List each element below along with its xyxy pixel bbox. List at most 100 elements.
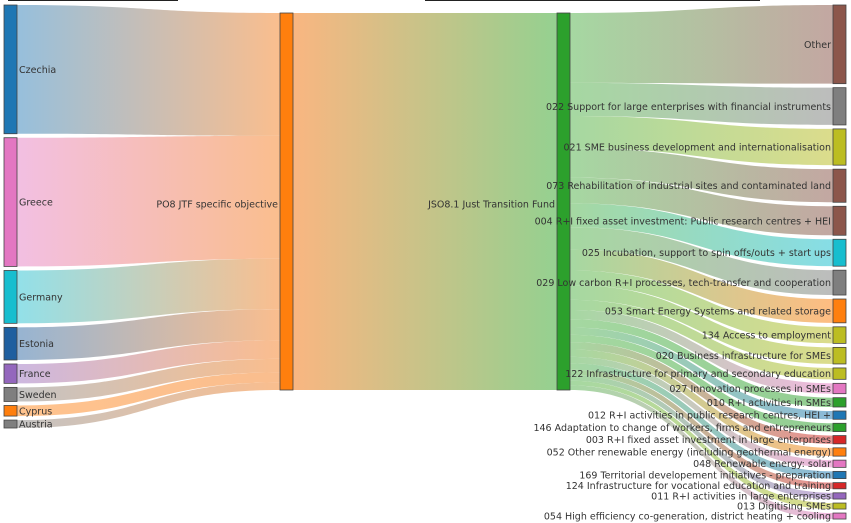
node-012-r-i-activities-in-public-research-centres-hei[interactable] [832,410,847,420]
link-cyprus [17,372,280,417]
country-links [17,5,280,428]
link-053-smart-energy-systems-and-related-storage [570,249,833,323]
node-czechia[interactable] [3,4,18,135]
node-025-incubation-support-to-spin-offs-outs-start-ups[interactable] [832,238,847,267]
link-124-infrastructure-for-vocational-education-and-training [570,369,833,489]
link-134-access-to-employment [570,270,833,344]
link-other [570,5,833,84]
link-054-high-efficiency-co-generation-district-heating-cooling [570,385,833,520]
label-cat-053-smart-energy-systems-and-related-storage: 053 Smart Energy Systems and related sto… [605,306,831,317]
node-029-low-carbon-r-i-processes-tech-transfer-and-cooperation[interactable] [832,269,847,296]
labels: Czechia Greece Germany Estonia France Sweden C… [19,40,831,523]
link-germany [17,258,280,324]
link-020-business-infrastructure-for-smes [570,285,833,364]
node-objective[interactable] [279,12,294,391]
link-004-r-i-fixed-asset-investment-public-research-centres-hei [570,177,833,236]
node-122-infrastructure-for-primary-and-secondary-education[interactable] [832,367,847,380]
node-other[interactable] [832,4,847,85]
link-003-r-i-fixed-asset-investment-in-large-enterprises [570,342,833,444]
link-027-innovation-processes-in-smes [570,310,833,394]
node-052-other-renewable-energy-including-geothermal-energy[interactable] [832,447,847,457]
label-cat-048-renewable-energy-solar: 048 Renewable energy: solar [693,459,831,470]
label-sweden: Sweden [19,390,57,401]
link-objective-fund [293,13,557,390]
node-022-support-for-large-enterprises-with-financial-instruments[interactable] [832,87,847,126]
label-cat-146-adaptation-to-change-of-workers-firms-and-entrepreneurs: 146 Adaptation to change of workers, fir… [533,423,831,434]
label-cat-025-incubation-support-to-spin-offs-outs-start-ups: 025 Incubation, support to spin offs/out… [582,248,831,259]
link-011-r-i-activities-in-large-enterprises [570,375,833,500]
link-022-support-for-large-enterprises-with-financial-instruments [570,82,833,125]
nodes [3,4,847,520]
node-fund[interactable] [556,12,571,391]
label-cat-022-support-for-large-enterprises-with-financial-instruments: 022 Support for large enterprises with f… [546,102,831,113]
node-048-renewable-energy-solar[interactable] [832,459,847,468]
link-048-renewable-energy-solar [570,356,833,468]
label-cat-073-rehabilitation-of-industrial-sites-and-contaminated-land: 073 Rehabilitation of industrial sites a… [546,181,831,192]
link-052-other-renewable-energy-including-geothermal-energy [570,349,833,457]
link-029-low-carbon-r-i-processes-tech-transfer-and-cooperation [570,227,833,296]
node-003-r-i-fixed-asset-investment-in-large-enterprises[interactable] [832,435,847,445]
label-cat-013-digitising-smes: 013 Digitising SMEs [737,502,831,513]
node-germany[interactable] [3,270,18,324]
label-objective: PO8 JTF specific objective [156,200,278,211]
label-cat-021-sme-business-development-and-internationalisation: 021 SME business development and interna… [564,143,831,154]
node-054-high-efficiency-co-generation-district-heating-cooling[interactable] [832,512,847,520]
label-cat-052-other-renewable-energy-including-geothermal-energy: 052 Other renewable energy (including ge… [547,447,831,458]
node-austria[interactable] [3,419,18,429]
link-169-territorial-developement-initiatives-preparation [570,363,833,479]
link-010-r-i-activities-in-smes [570,319,833,408]
link-france [17,340,280,384]
label-cat-029-low-carbon-r-i-processes-tech-transfer-and-cooperation: 029 Low carbon R+I processes, tech-trans… [536,278,831,289]
node-011-r-i-activities-in-large-enterprises[interactable] [832,492,847,500]
node-010-r-i-activities-in-smes[interactable] [832,397,847,408]
link-146-adaptation-to-change-of-workers-firms-and-entrepreneurs [570,334,833,432]
node-cyprus[interactable] [3,405,18,417]
link-czechia [17,5,280,136]
link-073-rehabilitation-of-industrial-sites-and-contaminated-land [570,148,833,203]
label-cat-169-territorial-developement-initiatives-preparation: 169 Territorial developement initiatives… [579,470,831,481]
link-estonia [17,309,280,360]
link-013-digitising-smes [570,380,833,510]
node-169-territorial-developement-initiatives-preparation[interactable] [832,470,847,480]
label-cat-010-r-i-activities-in-smes: 010 R+I activities in SMEs [707,398,831,409]
label-austria: Austria [19,420,53,431]
label-cat-003-r-i-fixed-asset-investment-in-large-enterprises: 003 R+I fixed asset investment in large … [586,435,831,446]
link-122-infrastructure-for-primary-and-secondary-education [570,299,833,380]
node-020-business-infrastructure-for-smes[interactable] [832,346,847,365]
label-greece: Greece [19,198,53,209]
node-053-smart-energy-systems-and-related-storage[interactable] [832,298,847,324]
label-cat-124-infrastructure-for-vocational-education-and-training: 124 Infrastructure for vocational educat… [566,481,831,492]
link-025-incubation-support-to-spin-offs-outs-start-ups [570,203,833,267]
label-cat-012-r-i-activities-in-public-research-centres-hei: 012 R+I activities in public research ce… [588,411,831,422]
node-sweden[interactable] [3,386,18,402]
label-france: France [19,369,51,380]
node-estonia[interactable] [3,326,18,361]
link-austria [17,382,280,428]
link-021-sme-business-development-and-internationalisation [570,115,833,166]
node-027-innovation-processes-in-smes[interactable] [832,382,847,395]
link-greece [17,135,280,267]
category-links [570,5,833,520]
node-greece[interactable] [3,137,18,267]
label-germany: Germany [19,292,63,303]
label-cat-011-r-i-activities-in-large-enterprises: 011 R+I activities in large enterprises [651,491,831,502]
node-124-infrastructure-for-vocational-education-and-training[interactable] [832,482,847,490]
label-cat-134-access-to-employment: 134 Access to employment [702,331,832,342]
node-021-sme-business-development-and-internationalisation[interactable] [832,128,847,166]
node-013-digitising-smes[interactable] [832,502,847,510]
node-146-adaptation-to-change-of-workers-firms-and-entrepreneurs[interactable] [832,422,847,432]
label-fund: JSO8.1 Just Transition Fund [427,200,555,211]
node-134-access-to-employment[interactable] [832,326,847,344]
label-cat-020-business-infrastructure-for-smes: 020 Business infrastructure for SMEs [656,351,831,362]
link-012-r-i-activities-in-public-research-centres-hei [570,327,833,420]
label-cat-027-innovation-processes-in-smes: 027 Innovation processes in SMEs [669,384,831,395]
label-estonia: Estonia [19,339,54,350]
node-073-rehabilitation-of-industrial-sites-and-contaminated-land[interactable] [832,168,847,203]
link-sweden [17,358,280,402]
label-czechia: Czechia [19,65,56,76]
objective-fund-link [293,13,557,390]
node-france[interactable] [3,363,18,384]
node-004-r-i-fixed-asset-investment-public-research-centres-hei[interactable] [832,205,847,236]
label-cat-122-infrastructure-for-primary-and-secondary-education: 122 Infrastructure for primary and secon… [565,369,831,380]
